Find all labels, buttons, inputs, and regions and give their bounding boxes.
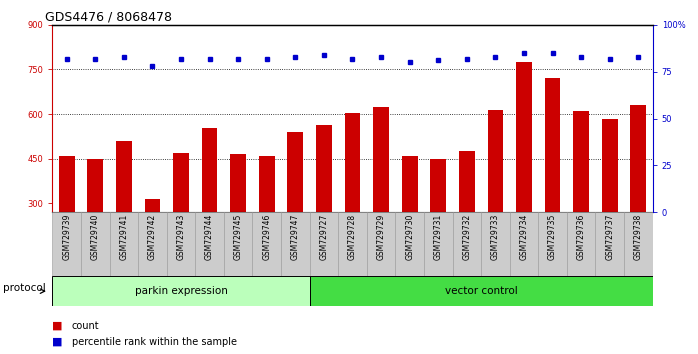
Bar: [431, 159, 446, 293]
Bar: [52, 276, 310, 306]
Bar: [373, 107, 389, 293]
Bar: [516, 62, 532, 293]
Bar: [110, 212, 138, 276]
Text: GSM729741: GSM729741: [119, 214, 128, 260]
Text: GSM729733: GSM729733: [491, 214, 500, 260]
Text: GSM729734: GSM729734: [519, 214, 528, 260]
Text: GSM729744: GSM729744: [205, 214, 214, 260]
Text: count: count: [72, 321, 100, 331]
Bar: [59, 156, 75, 293]
Bar: [116, 141, 132, 293]
Bar: [630, 105, 646, 293]
Bar: [259, 156, 274, 293]
Bar: [595, 212, 624, 276]
Bar: [173, 153, 189, 293]
Text: ■: ■: [52, 321, 63, 331]
Bar: [538, 212, 567, 276]
Bar: [452, 212, 481, 276]
Text: parkin expression: parkin expression: [135, 286, 228, 296]
Text: GSM729745: GSM729745: [234, 214, 243, 260]
Bar: [288, 132, 303, 293]
Bar: [253, 212, 281, 276]
Bar: [224, 212, 253, 276]
Bar: [316, 125, 332, 293]
Bar: [202, 127, 217, 293]
Text: GSM729735: GSM729735: [548, 214, 557, 260]
Text: GSM729739: GSM729739: [62, 214, 71, 260]
Text: GSM729736: GSM729736: [577, 214, 586, 260]
Bar: [567, 212, 595, 276]
Text: GSM729743: GSM729743: [177, 214, 186, 260]
Bar: [281, 212, 310, 276]
Bar: [138, 212, 167, 276]
Bar: [87, 159, 103, 293]
Text: ■: ■: [52, 337, 63, 347]
Bar: [345, 113, 360, 293]
Bar: [573, 111, 589, 293]
Bar: [602, 119, 618, 293]
Bar: [167, 212, 195, 276]
Bar: [52, 212, 81, 276]
Bar: [395, 212, 424, 276]
Text: GDS4476 / 8068478: GDS4476 / 8068478: [45, 11, 172, 24]
Bar: [424, 212, 452, 276]
Bar: [366, 212, 395, 276]
Text: GSM729730: GSM729730: [405, 214, 414, 260]
Text: GSM729729: GSM729729: [377, 214, 385, 260]
Text: percentile rank within the sample: percentile rank within the sample: [72, 337, 237, 347]
Text: vector control: vector control: [445, 286, 517, 296]
Text: GSM729746: GSM729746: [262, 214, 272, 260]
Bar: [481, 212, 510, 276]
Text: GSM729732: GSM729732: [462, 214, 471, 260]
Bar: [510, 212, 538, 276]
Text: protocol: protocol: [3, 282, 46, 293]
Bar: [624, 212, 653, 276]
Text: GSM729731: GSM729731: [433, 214, 443, 260]
Text: GSM729728: GSM729728: [348, 214, 357, 260]
Bar: [81, 212, 110, 276]
Bar: [339, 212, 366, 276]
Text: GSM729747: GSM729747: [291, 214, 300, 260]
Bar: [310, 212, 339, 276]
Bar: [544, 78, 560, 293]
Bar: [195, 212, 224, 276]
Bar: [310, 276, 653, 306]
Bar: [230, 154, 246, 293]
Text: GSM729740: GSM729740: [91, 214, 100, 260]
Text: GSM729727: GSM729727: [320, 214, 328, 260]
Text: GSM729742: GSM729742: [148, 214, 157, 260]
Text: GSM729737: GSM729737: [605, 214, 614, 260]
Bar: [402, 156, 417, 293]
Bar: [487, 110, 503, 293]
Bar: [459, 152, 475, 293]
Bar: [144, 199, 161, 293]
Text: GSM729738: GSM729738: [634, 214, 643, 260]
